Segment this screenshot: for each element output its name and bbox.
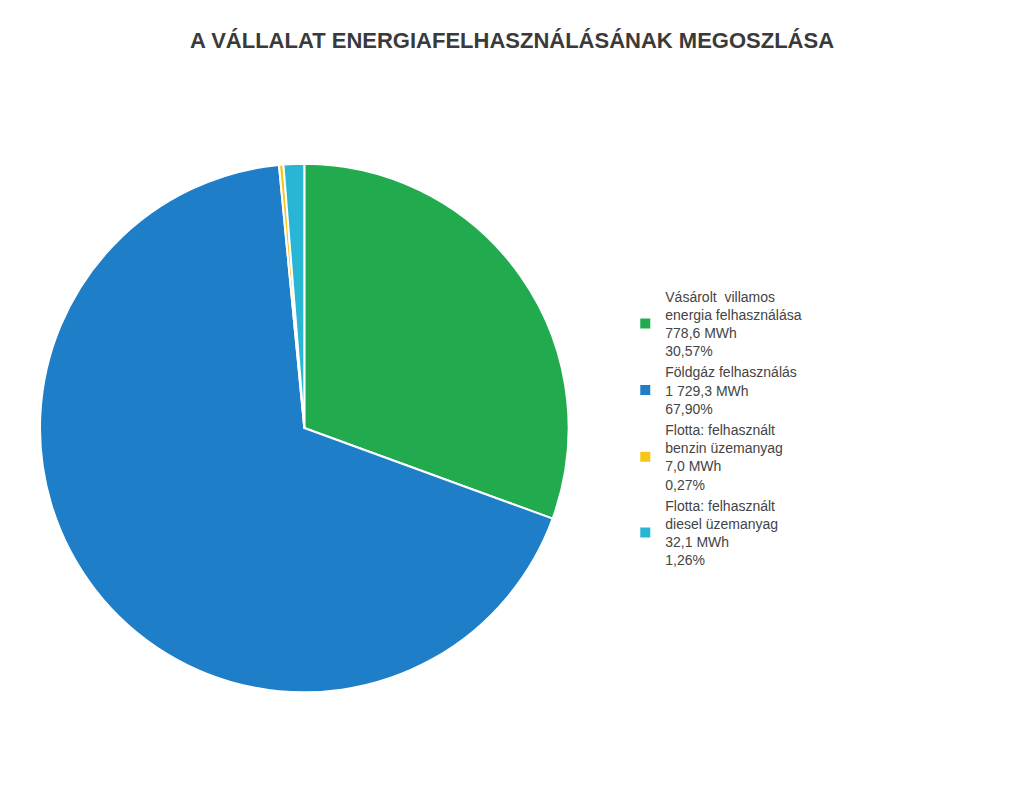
svg-text:Vásárolt villamosenergia felh: Vásárolt villamosenergia felhasználása77… bbox=[665, 289, 801, 360]
svg-text:Flotta: felhasználtdiesel üzem: Flotta: felhasználtdiesel üzemanyag32,1 … bbox=[665, 498, 778, 569]
svg-text:Flotta: felhasználtbenzin üzem: Flotta: felhasználtbenzin üzemanyag7,0 M… bbox=[665, 422, 783, 493]
svg-text:A VÁLLALAT ENERGIAFELHASZNÁLÁS: A VÁLLALAT ENERGIAFELHASZNÁLÁSÁNAK MEGOS… bbox=[190, 28, 834, 53]
svg-text:Földgáz felhasználás1 729,3 MW: Földgáz felhasználás1 729,3 MWh67,90% bbox=[665, 364, 797, 416]
